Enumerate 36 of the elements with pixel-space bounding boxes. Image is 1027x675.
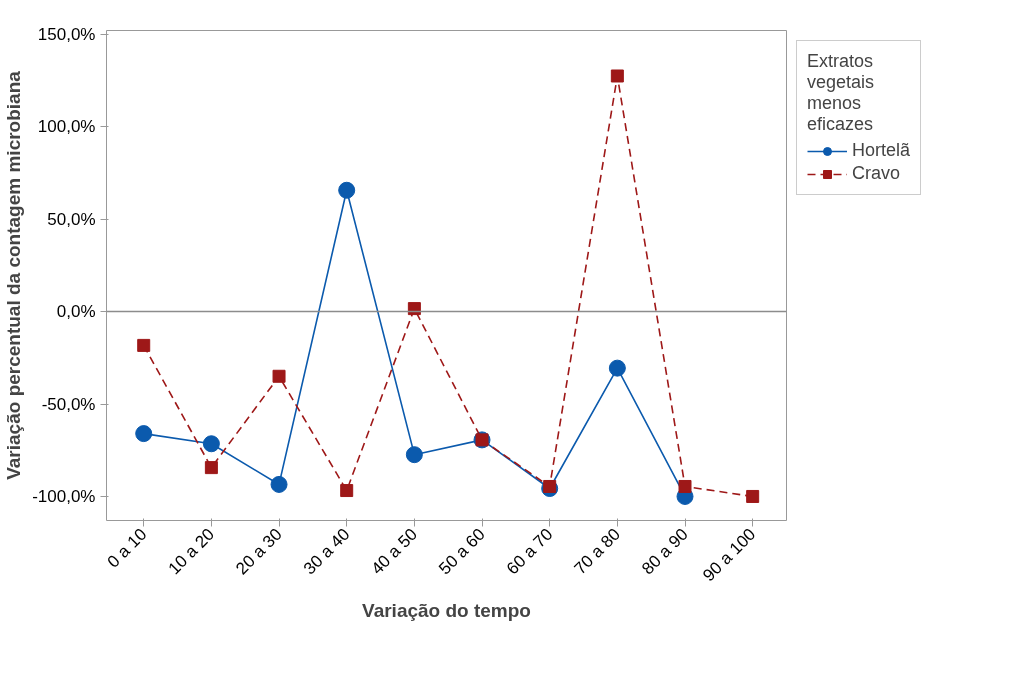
point [678, 479, 692, 493]
x-tick-label: 0 a 10 [103, 524, 151, 572]
x-tick-label: 30 a 40 [299, 524, 354, 579]
point [272, 369, 286, 383]
point [610, 69, 624, 83]
y-tick-label: 100,0% [37, 117, 96, 137]
point [204, 461, 218, 475]
x-tick-label: 50 a 60 [435, 524, 489, 579]
legend-label: Cravo [852, 163, 901, 184]
x-tick-label: 90 a 100 [699, 524, 760, 586]
y-axis-title: Variação percentual da contagem microbiana [3, 70, 25, 480]
y-tick-label: 150,0% [37, 24, 96, 44]
legend-title: Extratos vegetais menos eficazes [807, 51, 876, 135]
x-tick-label: 40 a 50 [367, 524, 422, 579]
point [270, 475, 288, 493]
x-tick-label: 70 a 80 [570, 524, 625, 579]
y-tick-label: -100,0% [32, 486, 96, 506]
point [608, 359, 626, 377]
point [746, 489, 760, 503]
point [137, 338, 151, 352]
point [407, 302, 421, 316]
y-tick-label: 50,0% [47, 209, 96, 229]
x-tick-label: 80 a 90 [638, 524, 692, 579]
legend-label: Hortelã [852, 140, 911, 161]
x-tick-label: 10 a 20 [164, 524, 219, 579]
x-tick-label: 20 a 30 [232, 524, 286, 579]
x-tick-label: 60 a 70 [502, 524, 557, 579]
point [202, 435, 220, 453]
y-tick-label: -50,0% [41, 394, 96, 414]
point [405, 446, 423, 464]
y-tick-label: 0,0% [56, 302, 96, 322]
point [135, 425, 153, 443]
point [543, 479, 557, 493]
x-axis-title: Variação do tempo [362, 599, 531, 621]
point [338, 181, 356, 199]
point [340, 484, 354, 498]
